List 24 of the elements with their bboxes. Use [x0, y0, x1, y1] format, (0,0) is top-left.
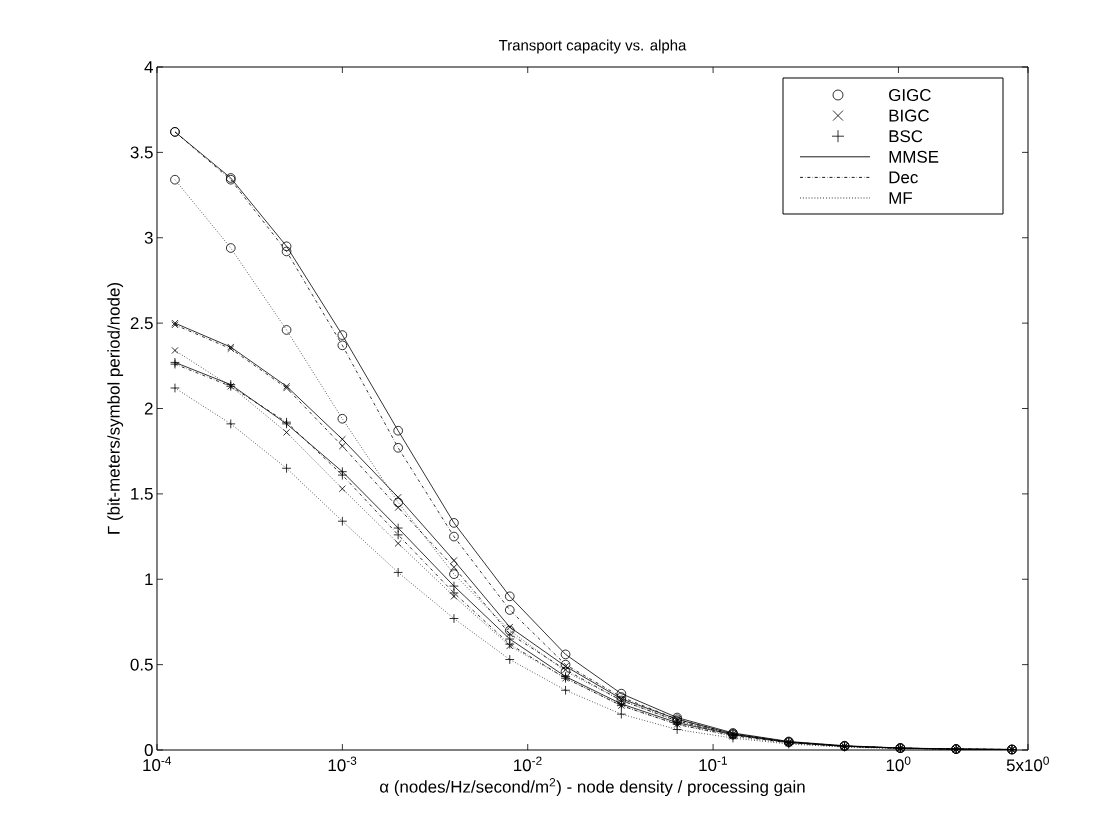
y-tick-label: 4: [144, 61, 153, 73]
x-tick-label: 10$^{-2}$: [514, 756, 542, 772]
annotation: BSC: [889, 130, 923, 143]
y-tick-label: 0.5: [130, 658, 153, 671]
y-tick-label: 0: [144, 744, 153, 757]
x-tick-label: 10$^{-1}$: [699, 756, 727, 772]
annotation: BIGC: [889, 109, 929, 122]
annotation: GIGC: [889, 89, 931, 101]
annotation: MF: [889, 192, 912, 204]
y-tick-label: 2.5: [130, 317, 153, 330]
y-tick-label: 2: [144, 402, 153, 415]
x-axis-title: α (nodes/Hz/second/m$^{2}$) - node density / processing gain: [380, 778, 805, 797]
x-tick-label: 10$^{-3}$: [328, 756, 357, 772]
y-tick-label: 3: [144, 231, 153, 244]
y-tick-label: 1.5: [131, 487, 153, 500]
y-tick-label: 1: [145, 573, 153, 586]
y-axis-title: Γ (bit-meters/symbol period/node): [107, 283, 124, 534]
x-tick-label: 10$^{-4}$: [143, 756, 172, 772]
y-tick-label: 3.5: [130, 146, 153, 159]
chart-title: Transport capacity vs. alpha: [498, 39, 687, 54]
x-tick-label: 10$^{0}$: [886, 756, 911, 772]
x-tick-label: 5x10$^{0}$: [1006, 756, 1049, 772]
annotation: MMSE: [889, 150, 939, 163]
annotation: Dec: [889, 171, 918, 184]
